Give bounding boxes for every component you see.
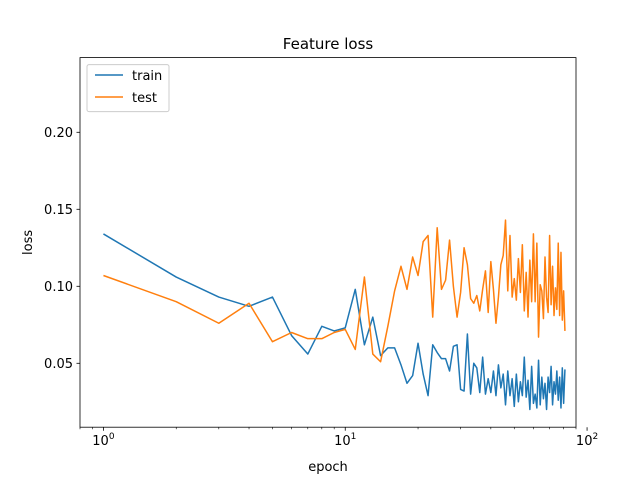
- y-tick-label: 0.20: [44, 126, 73, 141]
- y-tick-label: 0.15: [44, 203, 73, 218]
- x-axis-label: epoch: [308, 460, 348, 475]
- legend-label-train: train: [132, 69, 162, 84]
- y-axis-label: loss: [21, 230, 36, 255]
- y-axis: 0.05 0.10 0.15 0.20: [44, 126, 80, 372]
- plot-frame: [79, 57, 577, 428]
- series-line-test: [103, 219, 566, 363]
- y-tick-label: 0.10: [44, 280, 73, 295]
- series-layer: [103, 219, 566, 411]
- y-tick-label: 0.05: [44, 357, 73, 372]
- plot-area: [80, 57, 576, 428]
- chart-title: Feature loss: [283, 35, 374, 53]
- legend: train test: [86, 64, 170, 113]
- legend-frame: [86, 64, 170, 113]
- legend-label-test: test: [132, 91, 157, 106]
